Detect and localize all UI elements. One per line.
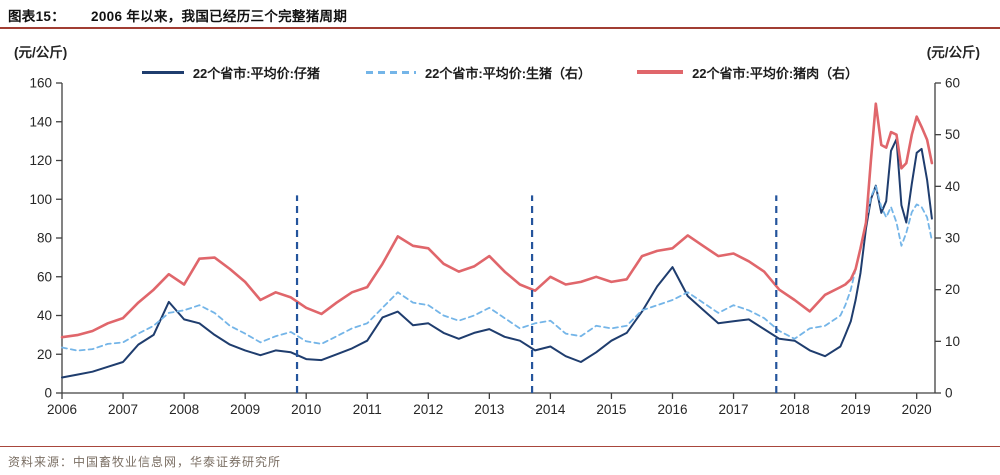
chart-legend: 22个省市:平均价:仔猪 22个省市:平均价:生猪（右） 22个省市:平均价:猪…	[60, 61, 940, 83]
pork-line-swatch	[637, 70, 684, 74]
svg-text:2014: 2014	[535, 402, 566, 417]
svg-text:60: 60	[37, 269, 52, 284]
figure-header: 图表15： 2006 年以来，我国已经历三个完整猪周期	[0, 0, 1000, 29]
svg-text:120: 120	[29, 153, 52, 168]
series-line-0	[61, 138, 933, 379]
svg-text:2017: 2017	[719, 402, 749, 417]
svg-text:60: 60	[945, 76, 960, 91]
series-line-1	[61, 185, 933, 352]
x-axis-ticks: 2006 2007 2008 2009 2010 2011 2012 2013 2014 2015…	[47, 393, 932, 417]
svg-text:10: 10	[945, 334, 960, 349]
svg-text:2012: 2012	[413, 402, 443, 417]
legend-item-pork: 22个省市:平均价:猪肉（右）	[637, 63, 858, 82]
svg-text:2019: 2019	[841, 402, 871, 417]
svg-text:2016: 2016	[657, 402, 687, 417]
svg-text:160: 160	[29, 76, 52, 91]
svg-text:40: 40	[37, 308, 52, 323]
right-axis-unit: (元/公斤)	[926, 45, 980, 60]
svg-text:2010: 2010	[291, 402, 321, 417]
svg-text:40: 40	[945, 179, 960, 194]
svg-text:2020: 2020	[902, 402, 932, 417]
svg-text:2007: 2007	[108, 402, 138, 417]
series-line-2	[60, 102, 934, 339]
cycle-divider-lines	[295, 195, 778, 393]
svg-text:0: 0	[945, 386, 953, 401]
legend-label-pork: 22个省市:平均价:猪肉（右）	[692, 65, 859, 81]
left-axis-ticks: 0 20 40 60 80 100 120 140 160	[29, 76, 62, 401]
svg-text:50: 50	[945, 127, 960, 142]
svg-text:2015: 2015	[596, 402, 626, 417]
svg-text:2009: 2009	[230, 402, 260, 417]
svg-text:80: 80	[37, 231, 52, 246]
legend-label-hog: 22个省市:平均价:生猪（右）	[424, 65, 592, 81]
legend-label-piglet: 22个省市:平均价:仔猪	[192, 65, 320, 81]
svg-text:0: 0	[44, 386, 52, 401]
svg-text:30: 30	[945, 231, 960, 246]
svg-text:20: 20	[37, 347, 52, 362]
figure-footer: 资料来源：中国畜牧业信息网，华泰证券研究所	[0, 446, 1000, 475]
svg-text:2013: 2013	[474, 402, 504, 417]
figure-number: 图表15：	[8, 9, 66, 24]
svg-text:2008: 2008	[169, 402, 199, 417]
svg-text:20: 20	[945, 282, 960, 297]
right-axis-ticks: 0 10 20 30 40 50 60	[935, 76, 960, 401]
plot-area: 0 20 40 60 80 100 120 140 160 0 10 20 30 40 50 60 2006 20…	[0, 28, 1000, 442]
svg-text:140: 140	[29, 114, 52, 129]
piglet-line-swatch	[141, 70, 184, 74]
legend-item-hog: 22个省市:平均价:生猪（右）	[365, 63, 592, 82]
svg-text:2006: 2006	[47, 402, 77, 417]
legend-item-piglet: 22个省市:平均价:仔猪	[141, 63, 320, 82]
svg-text:2011: 2011	[353, 402, 382, 417]
source-note: 资料来源：中国畜牧业信息网，华泰证券研究所	[8, 455, 282, 469]
hog-line-swatch	[365, 70, 416, 74]
left-axis-unit: (元/公斤)	[14, 45, 68, 60]
svg-text:100: 100	[29, 192, 52, 207]
figure-title: 2006 年以来，我国已经历三个完整猪周期	[91, 9, 348, 24]
svg-text:2018: 2018	[780, 402, 810, 417]
